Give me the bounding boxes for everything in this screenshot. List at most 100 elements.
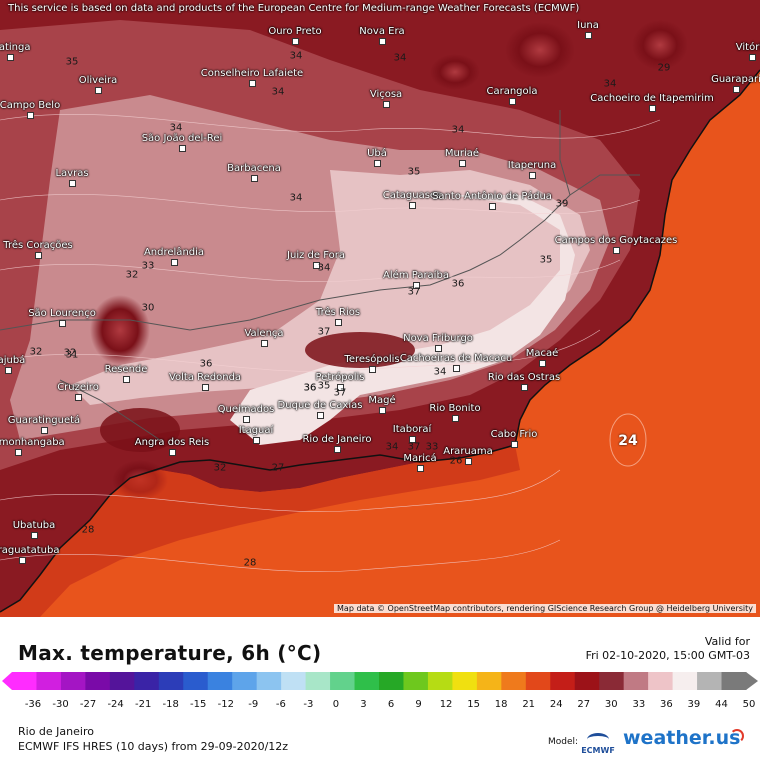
city-label[interactable]: Cataguases bbox=[382, 190, 442, 201]
city-label[interactable]: Valença bbox=[244, 328, 284, 339]
scale-tick-label: -15 bbox=[190, 699, 207, 710]
scale-swatch bbox=[85, 672, 111, 690]
city-label[interactable]: Pindamonhangaba bbox=[0, 437, 65, 448]
city-label[interactable]: Cabo Frio bbox=[490, 429, 538, 440]
scale-swatch bbox=[330, 672, 356, 690]
city-marker bbox=[27, 112, 34, 119]
scale-tick-label: -3 bbox=[303, 699, 314, 710]
city-label[interactable]: Rio das Ostras bbox=[487, 372, 561, 383]
city-label[interactable]: Três Corações bbox=[3, 240, 73, 251]
scale-tick-label: 44 bbox=[715, 699, 728, 710]
city-label[interactable]: Rio Bonito bbox=[429, 403, 481, 414]
coastline bbox=[0, 69, 760, 613]
city-label[interactable]: Nova Friburgo bbox=[403, 333, 473, 344]
map-canvas bbox=[0, 0, 760, 617]
city-marker bbox=[69, 180, 76, 187]
scale-swatch bbox=[379, 672, 404, 690]
city-marker bbox=[251, 175, 258, 182]
city-marker bbox=[202, 384, 209, 391]
city-label[interactable]: Muriaé bbox=[444, 148, 480, 159]
city-marker bbox=[243, 416, 250, 423]
city-marker bbox=[123, 376, 130, 383]
city-label[interactable]: Iuna bbox=[577, 20, 599, 31]
city-label[interactable]: Oliveira bbox=[78, 75, 118, 86]
scale-tick-label: 27 bbox=[577, 699, 591, 710]
isotherm-label: 34 bbox=[433, 366, 447, 378]
city-label[interactable]: Queimados bbox=[217, 404, 275, 415]
isotherm-label: 34 bbox=[289, 192, 303, 204]
city-label[interactable]: Conselheiro Lafaiete bbox=[200, 68, 304, 79]
scale-swatch bbox=[452, 672, 478, 690]
isotherm-label: 27 bbox=[271, 462, 285, 474]
city-marker bbox=[409, 436, 416, 443]
city-label[interactable]: Ubá bbox=[367, 148, 387, 159]
city-label[interactable]: Cachoeiro de Itapemirim bbox=[590, 93, 714, 104]
city-label[interactable]: Barbacena bbox=[227, 163, 281, 174]
scale-swatch bbox=[501, 672, 527, 690]
city-label[interactable]: Ipatinga bbox=[0, 42, 31, 53]
city-label[interactable]: Juiz de Fora bbox=[287, 250, 345, 261]
city-label[interactable]: Itaboraí bbox=[392, 424, 432, 435]
map-attribution[interactable]: Map data © OpenStreetMap contributors, r… bbox=[334, 604, 756, 613]
city-label[interactable]: Andrelândia bbox=[143, 247, 205, 258]
city-label[interactable]: Itaguaí bbox=[238, 425, 274, 436]
scale-tick-label: 33 bbox=[632, 699, 646, 710]
city-label[interactable]: São João del-Rei bbox=[141, 133, 223, 144]
city-label[interactable]: Macaé bbox=[525, 348, 559, 359]
scale-tick-label: 6 bbox=[387, 699, 395, 710]
city-label[interactable]: Caraguatatuba bbox=[0, 545, 60, 556]
city-label[interactable]: Nova Era bbox=[359, 26, 405, 37]
city-marker bbox=[15, 449, 22, 456]
city-marker bbox=[75, 394, 82, 401]
city-label[interactable]: Santo Antônio de Pádua bbox=[432, 191, 552, 202]
city-label[interactable]: Guarapari bbox=[711, 74, 760, 85]
city-label[interactable]: Magé bbox=[368, 395, 396, 406]
city-label[interactable]: Cachoeiras de Macacu bbox=[399, 353, 513, 364]
city-label[interactable]: Itaperuna bbox=[507, 160, 557, 171]
city-marker bbox=[413, 282, 420, 289]
city-label[interactable]: Carangola bbox=[486, 86, 538, 97]
city-label[interactable]: Viçosa bbox=[369, 89, 403, 100]
city-marker bbox=[334, 446, 341, 453]
city-marker bbox=[35, 252, 42, 259]
isotherm-label: 36 bbox=[451, 278, 465, 290]
scale-tick-label: 12 bbox=[439, 699, 453, 710]
weather-us-logo[interactable]: weather.us bbox=[623, 727, 741, 749]
city-label[interactable]: São Lourenço bbox=[28, 308, 96, 319]
scale-tick-label: 21 bbox=[522, 699, 536, 710]
city-label[interactable]: Volta Redonda bbox=[168, 372, 242, 383]
city-label[interactable]: Guaratinguetá bbox=[7, 415, 81, 426]
land-whitish-zone bbox=[230, 195, 575, 445]
valid-for-label: Valid for bbox=[704, 635, 750, 648]
city-label[interactable]: Duque de Caxias bbox=[277, 400, 363, 411]
city-label[interactable]: Campo Belo bbox=[0, 100, 61, 111]
scale-swatch bbox=[697, 672, 723, 690]
scale-swatch bbox=[36, 672, 62, 690]
scale-tick-label: -12 bbox=[217, 699, 234, 710]
scale-swatch bbox=[256, 672, 282, 690]
city-label[interactable]: Lavras bbox=[55, 168, 89, 179]
city-marker bbox=[41, 427, 48, 434]
city-label[interactable]: Além Paraíba bbox=[383, 270, 449, 281]
city-label[interactable]: Campos dos Goytacazes bbox=[554, 235, 678, 246]
temperature-map[interactable]: This service is based on data and produc… bbox=[0, 0, 760, 617]
scale-swatch bbox=[550, 672, 576, 690]
city-label[interactable]: Ubatuba bbox=[12, 520, 56, 531]
city-label[interactable]: Petrópolis bbox=[315, 372, 365, 383]
city-label[interactable]: Vitória bbox=[735, 42, 760, 53]
city-label[interactable]: Rio de Janeiro bbox=[302, 434, 372, 445]
city-label[interactable]: Resende bbox=[104, 364, 148, 375]
state-border bbox=[59, 379, 161, 441]
city-label[interactable]: Três Rios bbox=[315, 307, 361, 318]
city-marker bbox=[19, 557, 26, 564]
city-label[interactable]: Itajubá bbox=[0, 355, 26, 366]
ecmwf-logo[interactable]: ECMWF bbox=[580, 733, 616, 755]
city-label[interactable]: Angra dos Reis bbox=[134, 437, 210, 448]
city-label[interactable]: Cruzeiro bbox=[57, 382, 99, 393]
color-scale-bar bbox=[2, 672, 758, 690]
city-label[interactable]: Maricá bbox=[403, 453, 437, 464]
city-label[interactable]: Araruama bbox=[443, 446, 493, 457]
isotherm-label: 32 bbox=[125, 269, 139, 281]
city-label[interactable]: Teresópolis bbox=[344, 354, 400, 365]
city-label[interactable]: Ouro Preto bbox=[268, 26, 322, 37]
